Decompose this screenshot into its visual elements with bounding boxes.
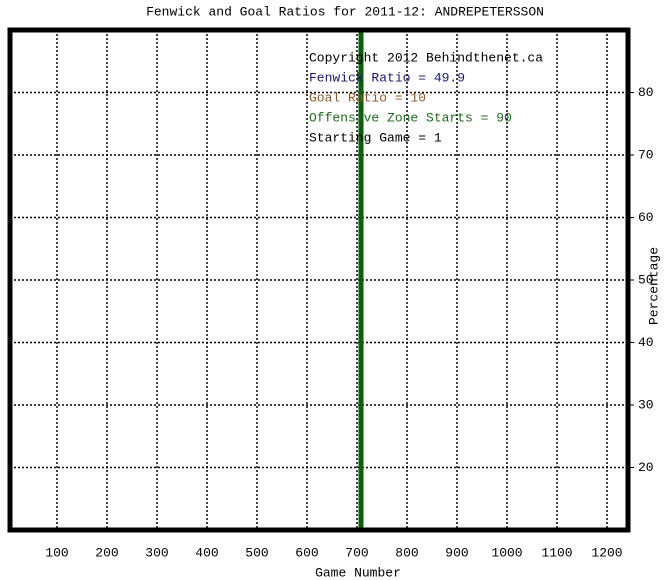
x-tick-label: 1100 — [541, 545, 572, 560]
x-tick-label: 900 — [445, 545, 468, 560]
x-tick-label: 100 — [45, 545, 68, 560]
x-tick-label: 1000 — [491, 545, 522, 560]
annotation: Copyright 2012 Behindthenet.ca — [309, 50, 543, 65]
y-axis-label: Percentage — [646, 247, 661, 325]
y-tick-label: 80 — [638, 85, 654, 100]
annotation: Offensive Zone Starts = 90 — [309, 110, 512, 125]
x-tick-label: 400 — [195, 545, 218, 560]
chart-title: Fenwick and Goal Ratios for 2011-12: AND… — [146, 4, 544, 19]
y-tick-label: 20 — [638, 460, 654, 475]
x-tick-label: 200 — [95, 545, 118, 560]
annotation: Fenwick Ratio = 49.9 — [309, 70, 465, 85]
plot-frame — [7, 27, 631, 533]
x-tick-label: 800 — [395, 545, 418, 560]
annotation: Starting Game = 1 — [309, 130, 442, 145]
y-tick-label: 50 — [638, 272, 654, 287]
annotation: Goal Ratio = 10 — [309, 90, 426, 105]
y-tick-label: 40 — [638, 335, 654, 350]
y-tick-label: 70 — [638, 147, 654, 162]
x-tick-label: 500 — [245, 545, 268, 560]
y-tick-label: 60 — [638, 210, 654, 225]
x-tick-label: 300 — [145, 545, 168, 560]
x-tick-label: 1200 — [591, 545, 622, 560]
x-tick-label: 600 — [295, 545, 318, 560]
x-tick-label: 700 — [345, 545, 368, 560]
y-tick-label: 30 — [638, 397, 654, 412]
x-axis-label: Game Number — [315, 565, 401, 580]
